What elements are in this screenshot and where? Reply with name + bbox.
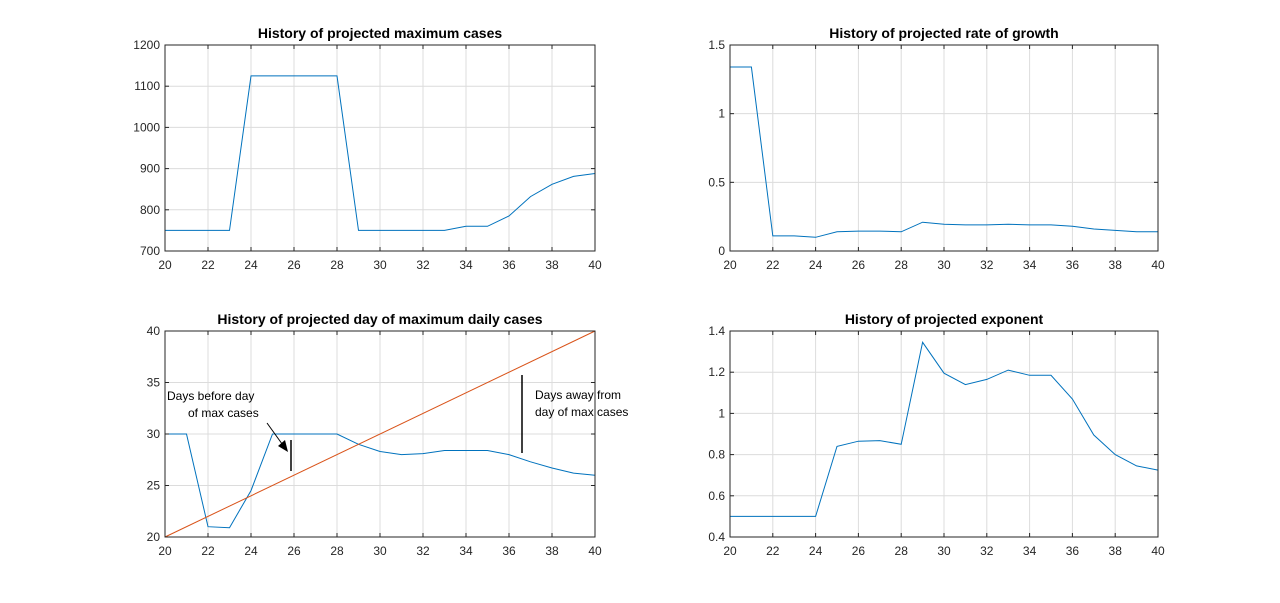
y-tick-label: 1200 (133, 38, 160, 52)
y-tick-label: 0.8 (708, 448, 725, 462)
x-tick-label: 22 (201, 258, 215, 272)
x-tick-label: 20 (158, 544, 172, 558)
x-tick-label: 24 (244, 544, 258, 558)
reference-line (164, 330, 596, 538)
series-line (730, 341, 1159, 517)
x-tick-label: 38 (1109, 258, 1123, 272)
y-tick-label: 0 (718, 244, 725, 258)
x-tick-label: 32 (980, 258, 994, 272)
subplot-max-cases: 20 22 24 26 28 30 32 34 36 38 40 700 800 900 1000 1100 1… (133, 25, 602, 272)
x-tick-label: 24 (809, 544, 823, 558)
chart-title: History of projected exponent (845, 311, 1044, 327)
y-tick-label: 1000 (133, 120, 160, 134)
annotation-days-away: day of max cases (535, 405, 628, 419)
x-tick-label: 34 (459, 258, 473, 272)
x-tick-label: 26 (287, 544, 301, 558)
y-tick-label: 1 (718, 107, 725, 121)
x-tick-label: 40 (588, 544, 602, 558)
x-tick-label: 24 (244, 258, 258, 272)
x-tick-label: 36 (1066, 544, 1080, 558)
y-tick-label: 1.5 (708, 38, 725, 52)
y-tick-label: 30 (147, 427, 161, 441)
y-tick-label: 40 (147, 324, 161, 338)
annotation-arrowhead (278, 440, 288, 452)
subplot-exponent: 20 22 24 26 28 30 32 34 36 38 40 0.4 0.6 0.8 1 1.2 1.4 Hi… (708, 311, 1165, 558)
x-tick-label: 40 (1151, 258, 1165, 272)
series-line (165, 433, 596, 529)
x-tick-label: 22 (201, 544, 215, 558)
y-tick-label: 1.4 (708, 324, 725, 338)
subplot-day-of-max: 20 22 24 26 28 30 32 34 36 38 40 20 25 30 35 40 History … (147, 311, 629, 558)
x-tick-label: 30 (373, 544, 387, 558)
y-tick-label: 1100 (134, 79, 160, 93)
x-tick-label: 28 (330, 258, 344, 272)
chart-title: History of projected day of maximum dail… (217, 311, 542, 327)
x-tick-label: 34 (1023, 258, 1037, 272)
x-tick-label: 28 (895, 258, 909, 272)
x-tick-label: 36 (502, 258, 516, 272)
x-tick-label: 38 (545, 258, 559, 272)
y-tick-label: 1 (718, 406, 725, 420)
y-tick-label: 25 (147, 479, 161, 493)
x-tick-label: 30 (373, 258, 387, 272)
x-tick-label: 28 (895, 544, 909, 558)
x-tick-label: 36 (502, 544, 516, 558)
x-tick-label: 28 (330, 544, 344, 558)
x-tick-label: 30 (937, 544, 951, 558)
x-tick-label: 32 (416, 258, 430, 272)
chart-title: History of projected maximum cases (258, 25, 503, 41)
x-tick-label: 34 (1023, 544, 1037, 558)
series-line (730, 66, 1158, 238)
x-tick-label: 32 (416, 544, 430, 558)
annotation-days-away: Days away from (535, 388, 621, 402)
x-tick-label: 26 (287, 258, 301, 272)
y-tick-label: 20 (147, 530, 161, 544)
x-tick-label: 30 (937, 258, 951, 272)
y-tick-label: 35 (147, 376, 161, 390)
x-tick-label: 22 (766, 258, 780, 272)
y-tick-label: 800 (140, 203, 160, 217)
x-tick-label: 36 (1066, 258, 1080, 272)
x-tick-label: 40 (1151, 544, 1165, 558)
x-tick-label: 20 (723, 258, 737, 272)
x-tick-label: 20 (723, 544, 737, 558)
y-tick-label: 900 (140, 162, 160, 176)
x-tick-label: 32 (980, 544, 994, 558)
x-tick-label: 22 (766, 544, 780, 558)
x-tick-label: 26 (852, 544, 866, 558)
series-line (165, 75, 596, 231)
x-tick-label: 40 (588, 258, 602, 272)
chart-title: History of projected rate of growth (829, 25, 1058, 41)
x-tick-label: 24 (809, 258, 823, 272)
annotation-days-before: Days before day (167, 389, 254, 403)
x-tick-label: 38 (545, 544, 559, 558)
y-tick-label: 0.6 (708, 489, 725, 503)
annotation-days-before: of max cases (188, 406, 259, 420)
x-tick-label: 38 (1109, 544, 1123, 558)
y-tick-label: 0.4 (708, 530, 725, 544)
y-tick-label: 1.2 (708, 365, 725, 379)
y-tick-label: 0.5 (708, 175, 725, 189)
y-tick-label: 700 (140, 244, 160, 258)
subplot-rate-of-growth: 20 22 24 26 28 30 32 34 36 38 40 0 0.5 1 1.5 History of… (708, 25, 1165, 272)
x-tick-label: 26 (852, 258, 866, 272)
x-tick-label: 34 (459, 544, 473, 558)
x-tick-label: 20 (158, 258, 172, 272)
